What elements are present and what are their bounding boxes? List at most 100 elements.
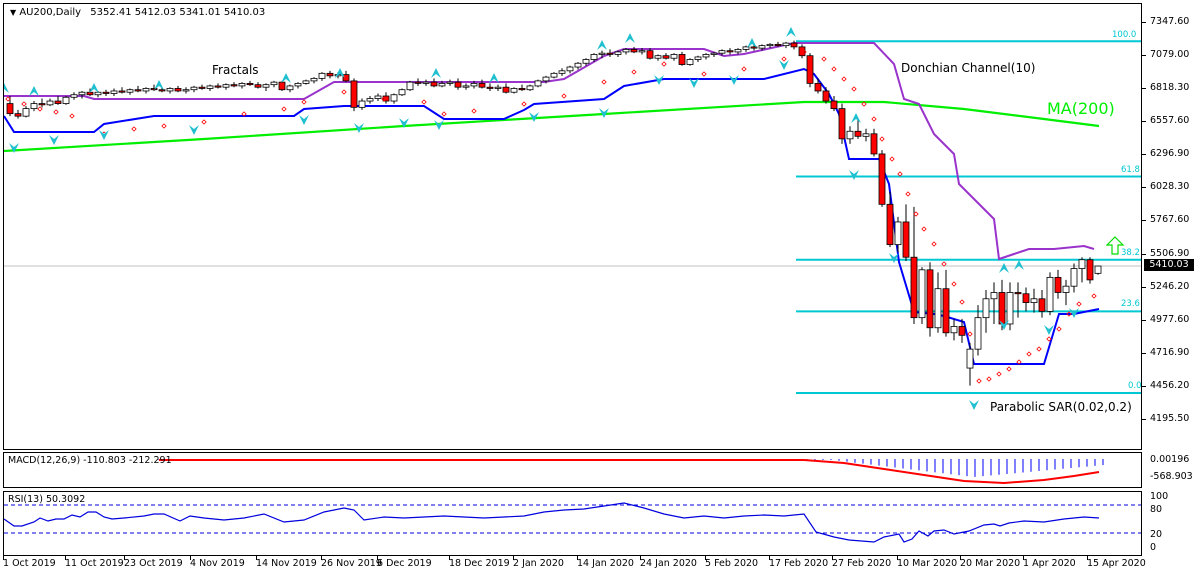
psar-dot (37, 106, 43, 112)
psar-dot (561, 93, 567, 99)
main-chart-panel[interactable]: ▼ AU200,Daily 5352.41 5412.03 5341.01 54… (3, 3, 1142, 450)
rsi-axis-100: 100 (1150, 491, 1169, 502)
candle (886, 203, 894, 246)
psar-dot (841, 76, 847, 82)
candle (358, 100, 366, 108)
fractal-down-icon (299, 115, 309, 125)
candle (670, 54, 678, 59)
macd-panel[interactable]: MACD(12,26,9) -110.803 -212.291 (3, 452, 1142, 488)
price-tick-mark (1142, 154, 1146, 155)
psar-dot (69, 113, 75, 119)
psar-dot (921, 226, 927, 232)
fractal-up-icon (786, 27, 796, 37)
fractal-up-icon (281, 73, 291, 83)
candle (126, 89, 134, 93)
candle (974, 317, 982, 350)
candle (6, 103, 14, 115)
price-tick-label: 4456.20 (1150, 380, 1190, 391)
price-axis[interactable]: 7347.60 7079.00 6818.30 6557.60 6296.90 6028.… (1142, 3, 1200, 450)
price-tick-mark (1142, 22, 1146, 23)
psar-dot (889, 156, 895, 162)
candle (502, 86, 510, 93)
candle (238, 83, 246, 87)
fractal-down-icon (999, 320, 1009, 330)
candle (102, 91, 110, 94)
psar-dot (941, 261, 947, 267)
psar-dot (801, 49, 807, 55)
candle (590, 54, 598, 60)
candle (342, 74, 350, 82)
candle (870, 133, 878, 155)
candle (294, 83, 302, 87)
fractal-down-icon (1044, 325, 1054, 335)
price-tick-label: 6818.30 (1150, 82, 1190, 93)
candle (54, 100, 62, 104)
psar-dot (201, 119, 207, 125)
candle (702, 54, 710, 58)
psar-dot (471, 108, 477, 114)
fractal-up-icon (154, 80, 164, 90)
triangle-down-icon[interactable]: ▼ (10, 8, 17, 17)
candle (118, 90, 126, 93)
price-chart-canvas (4, 27, 1141, 410)
psar-dot (931, 241, 937, 247)
time-tick-label: 18 Dec 2019 (449, 558, 510, 569)
candle (814, 83, 822, 92)
psar-dot (1036, 346, 1042, 352)
candle (222, 84, 230, 88)
time-tick-label: 1 Oct 2019 (3, 558, 56, 569)
fractal-down-icon (1069, 308, 1079, 318)
time-tick-mark (3, 556, 4, 560)
time-tick-label: 23 Oct 2019 (124, 558, 183, 569)
candle (846, 130, 854, 140)
candle (1006, 292, 1014, 325)
macd-axis-top: 0.00196 (1150, 454, 1190, 465)
fractals-label: Fractals (212, 63, 259, 77)
psar-dot (701, 71, 707, 77)
chart-title: ▼ AU200,Daily 5352.41 5412.03 5341.01 54… (10, 7, 265, 18)
candle (862, 133, 870, 137)
psar-dot (131, 126, 137, 132)
candle (494, 86, 502, 89)
candle (470, 83, 478, 87)
candle (302, 80, 310, 84)
rsi-line (4, 502, 1100, 543)
candle (878, 153, 886, 205)
fib-label-0: 0.0 (1128, 381, 1142, 391)
candle (630, 49, 638, 53)
candle (566, 66, 574, 72)
fractal-down-icon (889, 253, 899, 263)
time-tick-label: 11 Oct 2019 (65, 558, 124, 569)
price-tick-mark (1142, 88, 1146, 89)
fractal-up-icon (999, 263, 1009, 273)
fractal-up-icon (1014, 260, 1024, 270)
fractal-up-icon (625, 33, 635, 43)
psar-dot (1026, 351, 1032, 357)
candle (654, 55, 662, 59)
time-tick-mark (190, 556, 191, 560)
candle (830, 100, 838, 110)
candle (462, 85, 470, 88)
rsi-panel[interactable]: RSI(13) 50.3092 (3, 491, 1142, 556)
fractal-down-icon (399, 118, 409, 128)
time-tick-mark (577, 556, 578, 560)
candle (646, 50, 654, 59)
time-tick-mark (377, 556, 378, 560)
fractal-down-icon (9, 143, 19, 153)
fractal-down-icon (689, 78, 699, 88)
psar-dot (341, 89, 347, 95)
psar-dot (821, 56, 827, 62)
candle (686, 59, 694, 65)
candle (134, 89, 142, 92)
psar-dot (601, 79, 607, 85)
candle (422, 81, 430, 84)
psar-dot (861, 101, 867, 107)
candle (614, 51, 622, 55)
fib-label-23: 23.6 (1121, 299, 1140, 309)
candle (662, 55, 670, 59)
candle (374, 95, 382, 99)
time-axis[interactable]: 1 Oct 2019 11 Oct 2019 23 Oct 2019 4 Nov 20… (3, 556, 1146, 575)
fractal-up-icon (851, 113, 861, 123)
candle (726, 50, 734, 53)
candle (1046, 276, 1054, 312)
